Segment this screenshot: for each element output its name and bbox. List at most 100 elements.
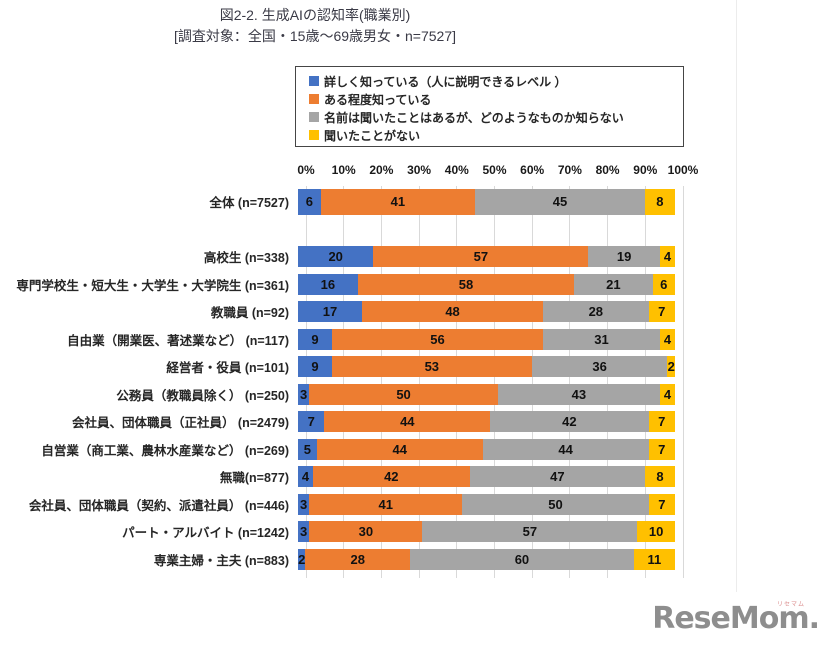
category-label: 専門学校生・短大生・大学生・大学院生 (n=361) <box>16 278 289 293</box>
legend-label: 聞いたことがない <box>324 128 421 143</box>
table-row: 無職(n=877) 4 42 47 8 <box>0 463 826 491</box>
category-label: 高校生 (n=338) <box>203 251 289 266</box>
bar-segment: 8 <box>644 188 675 215</box>
bar-segment: 56 <box>331 328 544 350</box>
bar-track: 3 50 43 4 <box>298 381 675 409</box>
axis-tick-label: 50% <box>482 163 507 177</box>
legend-swatch-icon <box>309 130 319 140</box>
bar-segment: 5 <box>298 438 317 460</box>
bar-segment: 47 <box>469 466 646 488</box>
grid-line <box>644 186 646 578</box>
bar-value-label: 8 <box>656 469 664 485</box>
bar-segment: 60 <box>409 548 634 570</box>
bar-value-label: 7 <box>658 441 666 457</box>
table-row: 専門学校生・短大生・大学生・大学院生 (n=361) 16 58 21 6 <box>0 271 826 299</box>
bar-segment: 6 <box>652 273 675 295</box>
bar-segment: 4 <box>298 466 313 488</box>
legend-item: 聞いたことがない <box>309 126 683 144</box>
bar-segment: 9 <box>298 356 332 378</box>
bar-segment: 28 <box>543 301 649 323</box>
grid-line <box>456 186 458 578</box>
bar-value-label: 7 <box>658 414 666 430</box>
table-row: 教職員 (n=92) 17 48 28 7 <box>0 298 826 326</box>
bar-segment: 7 <box>648 301 675 323</box>
bar-segment: 11 <box>633 548 675 570</box>
chart-title-block: 図2-2. 生成AIの認知率(職業別) [調査対象：全国・15歳～69歳男女・n… <box>0 5 630 47</box>
bar-value-label: 44 <box>392 441 408 457</box>
bar-value-label: 31 <box>594 331 609 347</box>
bar-value-label: 53 <box>424 359 440 375</box>
grid-line <box>531 186 533 578</box>
bar-segment: 7 <box>648 493 675 515</box>
axis-tick-label: 40% <box>444 163 469 177</box>
grid-line <box>380 186 382 578</box>
bar-value-label: 58 <box>458 276 474 292</box>
bar-segment: 4 <box>659 383 675 405</box>
resemom-logo: リセマム ReseMom. <box>652 599 820 639</box>
grid-line <box>682 186 684 578</box>
bar-segment: 3 <box>298 521 310 543</box>
bar-value-label: 48 <box>445 304 460 320</box>
legend-label: 名前は聞いたことはあるが、どのようなものか知らない <box>324 110 624 125</box>
bar-value-label: 44 <box>400 414 415 430</box>
bar-segment: 30 <box>309 521 423 543</box>
stacked-bar: 9 53 36 2 <box>298 356 675 378</box>
bar-value-label: 28 <box>350 551 365 567</box>
axis-tick-label: 100% <box>667 163 699 177</box>
grid-line <box>569 186 571 578</box>
stacked-bar: 17 48 28 7 <box>298 301 675 323</box>
bar-segment: 20 <box>298 246 374 268</box>
stacked-bar: 2 28 60 11 <box>298 548 675 570</box>
bar-value-label: 45 <box>552 194 568 210</box>
table-row: 専業主婦・主夫 (n=883) 2 28 60 11 <box>0 546 826 574</box>
bar-segment: 19 <box>588 246 660 268</box>
bar-segment: 45 <box>475 188 645 215</box>
category-label: 教職員 (n=92) <box>210 306 289 321</box>
table-row: 経営者・役員 (n=101) 9 53 36 2 <box>0 353 826 381</box>
bar-segment: 6 <box>298 188 321 215</box>
category-label: 無職(n=877) <box>219 471 289 486</box>
bar-track: 3 30 57 10 <box>298 518 675 546</box>
bar-value-label: 41 <box>378 496 393 512</box>
bar-segment: 44 <box>324 411 491 433</box>
bar-segment: 31 <box>543 328 660 350</box>
bar-segment: 41 <box>309 493 463 515</box>
axis-tick-label: 70% <box>557 163 582 177</box>
table-row: 自由業（開業医、著述業など） (n=117) 9 56 31 4 <box>0 326 826 354</box>
category-label: 経営者・役員 (n=101) <box>166 361 289 376</box>
legend-label: ある程度知っている <box>324 92 432 107</box>
grid-line <box>418 186 420 578</box>
stacked-bar: 3 30 57 10 <box>298 521 675 543</box>
bar-segment: 3 <box>298 493 310 515</box>
grid-line <box>305 186 307 578</box>
bar-value-label: 9 <box>311 331 319 347</box>
category-label: パート・アルバイト (n=1242) <box>122 526 289 541</box>
bar-segment: 8 <box>645 466 675 488</box>
bar-value-label: 9 <box>311 359 319 375</box>
bar-value-label: 28 <box>588 304 604 320</box>
bar-track: 20 57 19 4 <box>298 243 675 271</box>
axis-tick-label: 0% <box>297 163 315 177</box>
axis-tick-label: 80% <box>595 163 620 177</box>
bar-value-label: 30 <box>358 524 374 540</box>
stacked-bar: 3 41 50 7 <box>298 493 675 515</box>
axis-tick-label: 60% <box>520 163 545 177</box>
bar-segment: 44 <box>482 438 649 460</box>
grid-line <box>343 186 345 578</box>
bar-value-label: 19 <box>616 249 632 265</box>
bar-value-label: 16 <box>320 276 336 292</box>
stacked-bar: 6 41 45 8 <box>298 188 675 215</box>
bar-value-label: 3 <box>300 386 308 402</box>
bar-value-label: 20 <box>328 249 343 265</box>
legend-swatch-icon <box>309 94 319 104</box>
stacked-bar: 3 50 43 4 <box>298 383 675 405</box>
legend-item: ある程度知っている <box>309 90 683 108</box>
bar-value-label: 4 <box>663 331 672 347</box>
legend-swatch-icon <box>309 76 319 86</box>
bar-segment: 41 <box>320 188 476 215</box>
bar-value-label: 57 <box>473 249 489 265</box>
bar-segment: 43 <box>497 383 660 405</box>
bar-segment: 7 <box>648 411 675 433</box>
bar-segment: 50 <box>309 383 498 405</box>
table-row: パート・アルバイト (n=1242) 3 30 57 10 <box>0 518 826 546</box>
